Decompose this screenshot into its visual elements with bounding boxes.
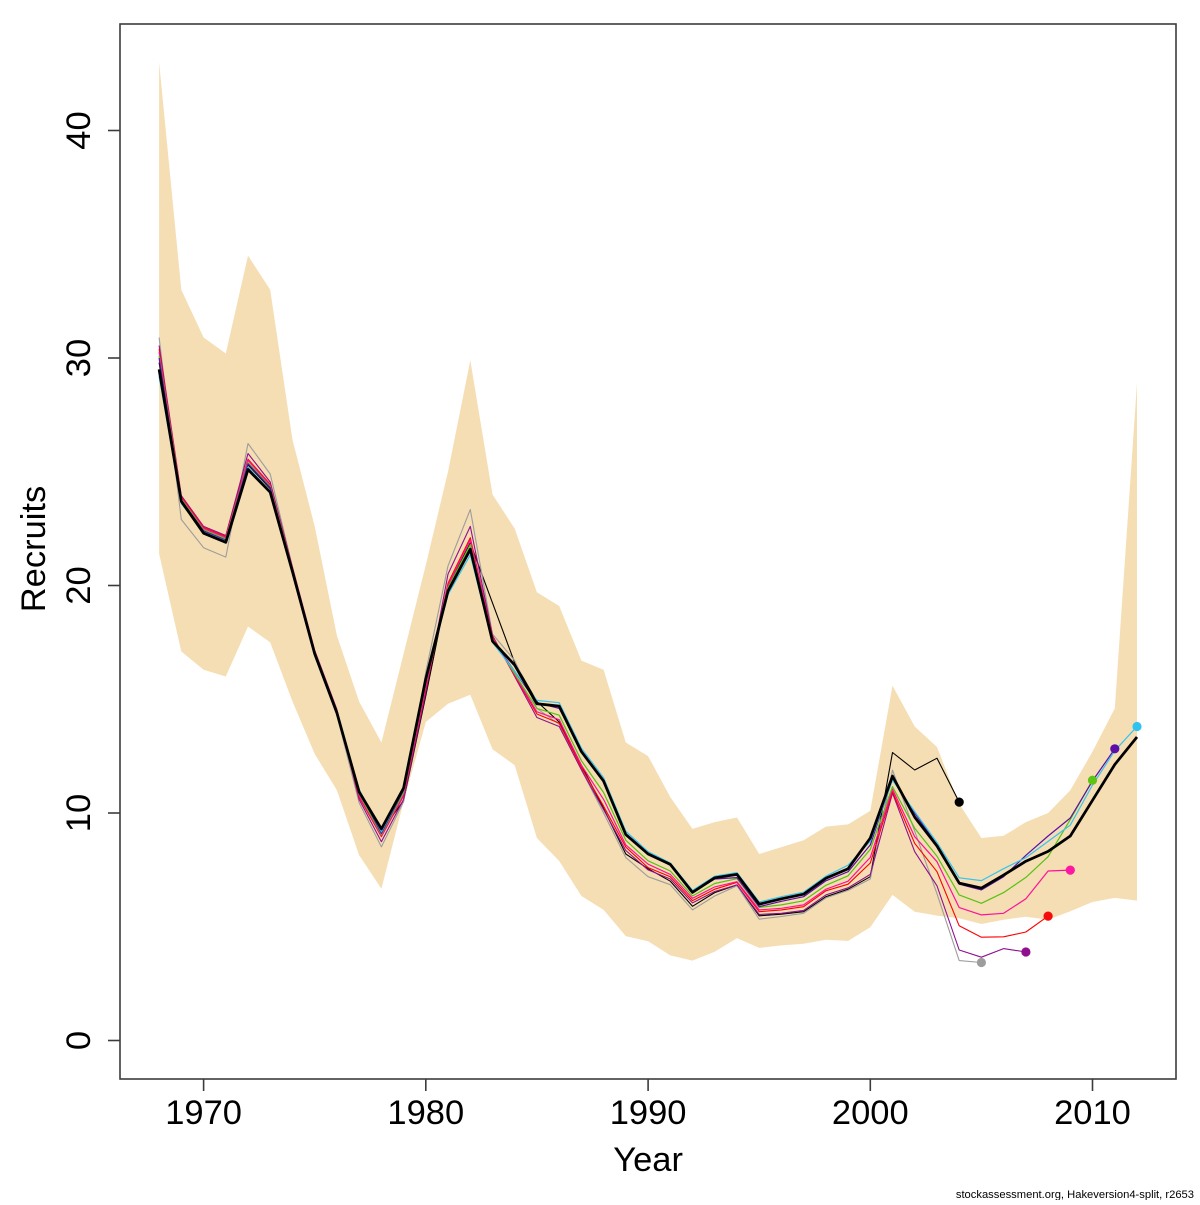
svg-text:30: 30 bbox=[60, 339, 98, 377]
svg-text:Year: Year bbox=[613, 1141, 683, 1179]
svg-text:20: 20 bbox=[60, 566, 98, 604]
svg-text:1990: 1990 bbox=[610, 1094, 687, 1132]
svg-text:2000: 2000 bbox=[832, 1094, 909, 1132]
svg-text:1970: 1970 bbox=[165, 1094, 242, 1132]
svg-text:1980: 1980 bbox=[387, 1094, 464, 1132]
svg-text:0: 0 bbox=[60, 1031, 98, 1050]
svg-text:40: 40 bbox=[60, 111, 98, 149]
svg-text:10: 10 bbox=[60, 794, 98, 832]
svg-text:Recruits: Recruits bbox=[15, 486, 53, 613]
svg-text:2010: 2010 bbox=[1054, 1094, 1131, 1132]
svg-text:stockassessment.org, Hakeversi: stockassessment.org, Hakeversion4-split,… bbox=[956, 1189, 1194, 1200]
